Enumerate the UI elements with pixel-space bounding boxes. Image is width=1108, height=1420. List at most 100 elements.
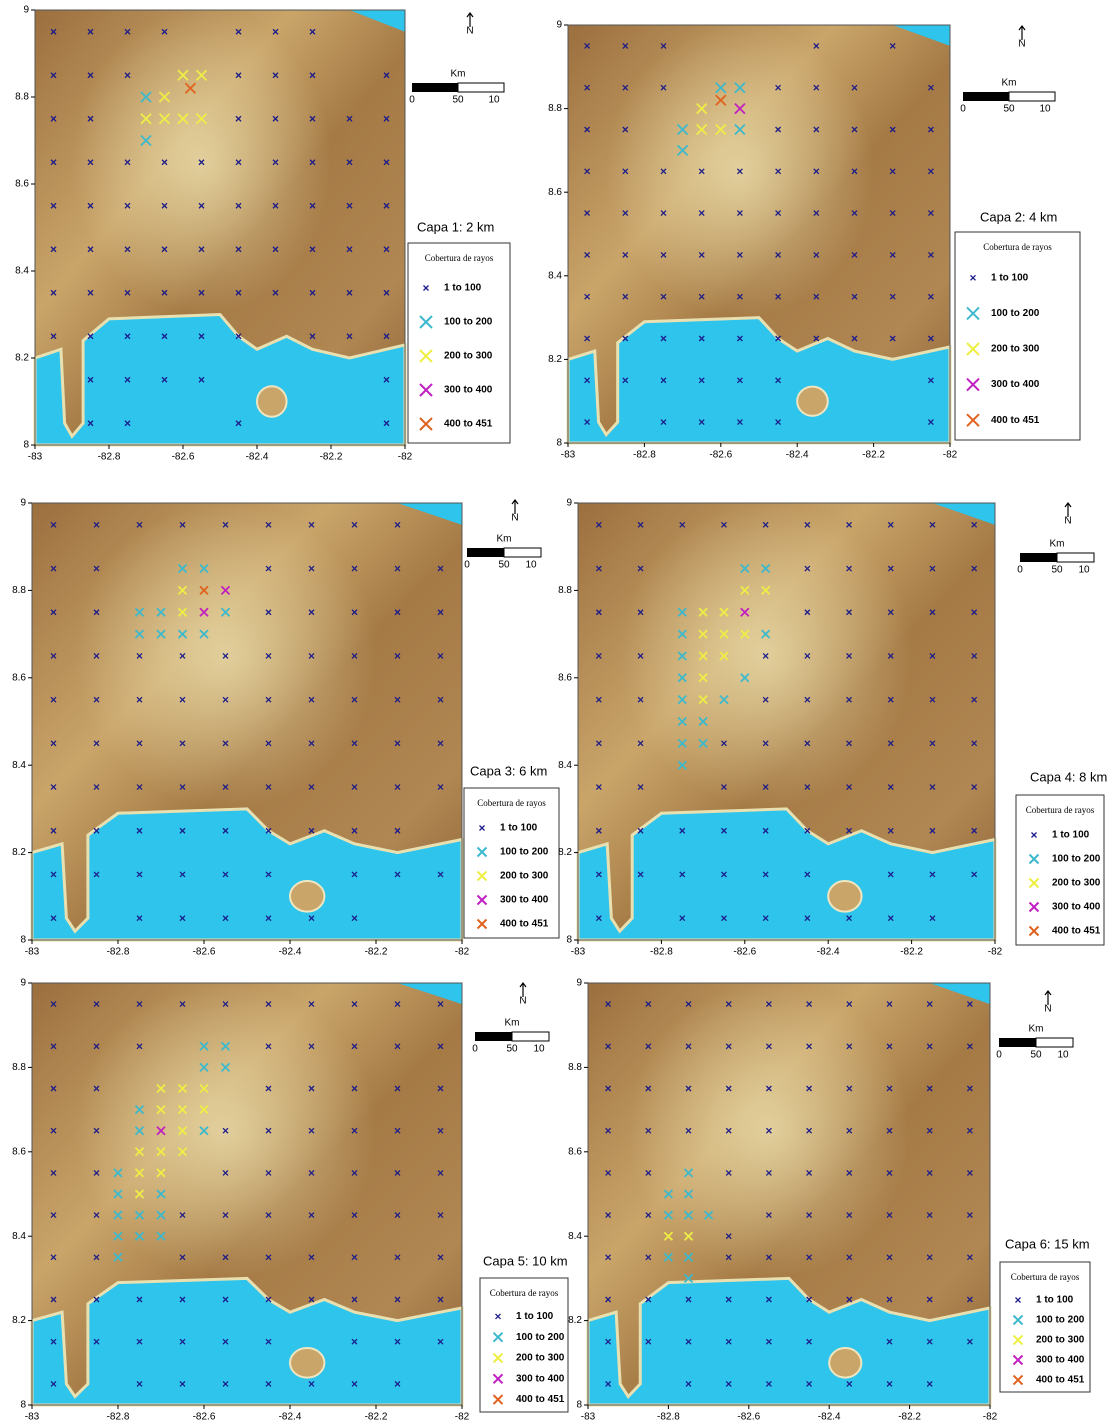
legend-title: Cobertura de rayos <box>425 253 494 263</box>
legend-box <box>408 243 510 443</box>
y-tick-label: 8.6 <box>12 1146 26 1157</box>
island <box>828 881 861 912</box>
legend-label: 100 to 200 <box>444 317 493 328</box>
legend-label: 300 to 400 <box>991 379 1040 390</box>
x-tick-label: -83 <box>571 947 586 958</box>
scale-black <box>475 1032 512 1041</box>
panel-title: Capa 3: 6 km <box>470 763 547 778</box>
legend-label: 200 to 300 <box>444 351 493 362</box>
panel-title: Capa 6: 15 km <box>1005 1236 1090 1251</box>
x-tick-label: -83 <box>25 1412 40 1420</box>
scale-black <box>467 548 504 557</box>
panel-title: Capa 4: 8 km <box>1030 769 1107 784</box>
legend-label: 400 to 451 <box>444 419 493 430</box>
north-label: N <box>519 996 526 1007</box>
scale-label: 50 <box>498 560 510 571</box>
y-tick-label: 8.4 <box>12 760 26 771</box>
x-tick-label: -82 <box>398 452 413 463</box>
x-tick-label: -82.4 <box>818 1412 841 1420</box>
island <box>290 881 324 912</box>
north-label: N <box>1018 39 1025 50</box>
y-tick-label: 8.2 <box>548 354 562 365</box>
scale-label: 0 <box>472 1044 478 1055</box>
y-tick-label: 8.8 <box>558 585 572 596</box>
scale-label: 0 <box>464 560 470 571</box>
y-tick-label: 8.8 <box>548 103 562 114</box>
y-tick-label: 8.6 <box>15 179 29 190</box>
scale-white <box>1009 92 1055 101</box>
legend-label: 1 to 100 <box>516 1311 554 1322</box>
legend-label: 400 to 451 <box>1052 926 1101 937</box>
legend-label: 1 to 100 <box>1052 830 1090 841</box>
y-tick-label: 8 <box>566 935 572 946</box>
x-tick-label: -82.2 <box>320 452 343 463</box>
legend-label: 300 to 400 <box>500 895 549 906</box>
x-tick-label: -82.2 <box>862 450 885 461</box>
scale-black <box>412 83 458 92</box>
x-tick-label: -83 <box>561 450 576 461</box>
legend-label: 400 to 451 <box>991 415 1040 426</box>
y-tick-label: 8.8 <box>12 585 26 596</box>
legend-label: 300 to 400 <box>516 1373 565 1384</box>
y-tick-label: 8 <box>576 1400 582 1411</box>
y-tick-label: 8.6 <box>558 672 572 683</box>
legend-label: 100 to 200 <box>991 308 1040 319</box>
x-tick-label: -82.8 <box>633 450 656 461</box>
x-tick-label: -82.8 <box>107 1412 130 1420</box>
scale-label: 0 <box>996 1050 1002 1061</box>
y-tick-label: 8.2 <box>12 847 26 858</box>
x-tick-label: -82.6 <box>709 450 732 461</box>
y-tick-label: 8.4 <box>548 270 562 281</box>
scale-title: Km <box>451 69 466 80</box>
x-tick-label: -82.2 <box>365 1412 388 1420</box>
y-tick-label: 8.6 <box>548 187 562 198</box>
island <box>257 386 287 416</box>
x-tick-label: -82 <box>455 947 470 958</box>
scale-label: 50 <box>452 95 464 106</box>
x-tick-label: -82.8 <box>98 452 121 463</box>
scale-black <box>1020 553 1057 562</box>
y-tick-label: 9 <box>20 498 26 509</box>
legend-label: 200 to 300 <box>516 1353 565 1364</box>
y-tick-label: 8.4 <box>558 760 572 771</box>
x-tick-label: -83 <box>581 1412 596 1420</box>
legend-title: Cobertura de rayos <box>983 242 1052 252</box>
north-label: N <box>511 513 518 524</box>
x-tick-label: -82.4 <box>246 452 269 463</box>
x-tick-label: -82.8 <box>650 947 673 958</box>
legend-label: 100 to 200 <box>1052 854 1101 865</box>
scale-label: 10 <box>1039 104 1051 115</box>
x-tick-label: -82.4 <box>279 947 302 958</box>
legend-label: 300 to 400 <box>1036 1355 1085 1366</box>
x-tick-label: -82.6 <box>733 947 756 958</box>
map-panel: -83-82.8-82.6-82.4-82.2-8288.28.48.68.89… <box>548 20 1080 461</box>
y-tick-label: 8.4 <box>15 266 29 277</box>
x-tick-label: -82.2 <box>900 947 923 958</box>
x-tick-label: -82.4 <box>817 947 840 958</box>
north-label: N <box>1064 516 1071 527</box>
x-tick-label: -83 <box>25 947 40 958</box>
scale-label: 0 <box>960 104 966 115</box>
legend-label: 100 to 200 <box>1036 1315 1085 1326</box>
scale-title: Km <box>505 1018 520 1029</box>
scale-label: 10 <box>1078 565 1090 576</box>
scale-label: 50 <box>506 1044 518 1055</box>
scale-white <box>504 548 541 557</box>
map-panel: -83-82.8-82.6-82.4-82.2-8288.28.48.68.89… <box>12 978 568 1420</box>
x-tick-label: -82.8 <box>657 1412 680 1420</box>
legend-label: 400 to 451 <box>1036 1375 1085 1386</box>
scale-title: Km <box>497 534 512 545</box>
x-tick-label: -82 <box>455 1412 470 1420</box>
legend-label: 1 to 100 <box>991 272 1029 283</box>
scale-black <box>963 92 1009 101</box>
legend-title: Cobertura de rayos <box>1011 1272 1080 1282</box>
y-tick-label: 8.8 <box>568 1062 582 1073</box>
scale-white <box>1036 1038 1073 1047</box>
x-tick-label: -82 <box>983 1412 998 1420</box>
scale-title: Km <box>1050 539 1065 550</box>
legend-label: 400 to 451 <box>500 919 549 930</box>
scale-label: 10 <box>533 1044 545 1055</box>
y-tick-label: 8 <box>20 935 26 946</box>
y-tick-label: 8.2 <box>12 1315 26 1326</box>
scale-white <box>512 1032 549 1041</box>
